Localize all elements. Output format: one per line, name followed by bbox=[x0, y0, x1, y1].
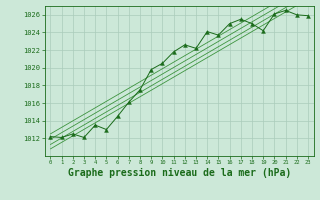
X-axis label: Graphe pression niveau de la mer (hPa): Graphe pression niveau de la mer (hPa) bbox=[68, 168, 291, 178]
